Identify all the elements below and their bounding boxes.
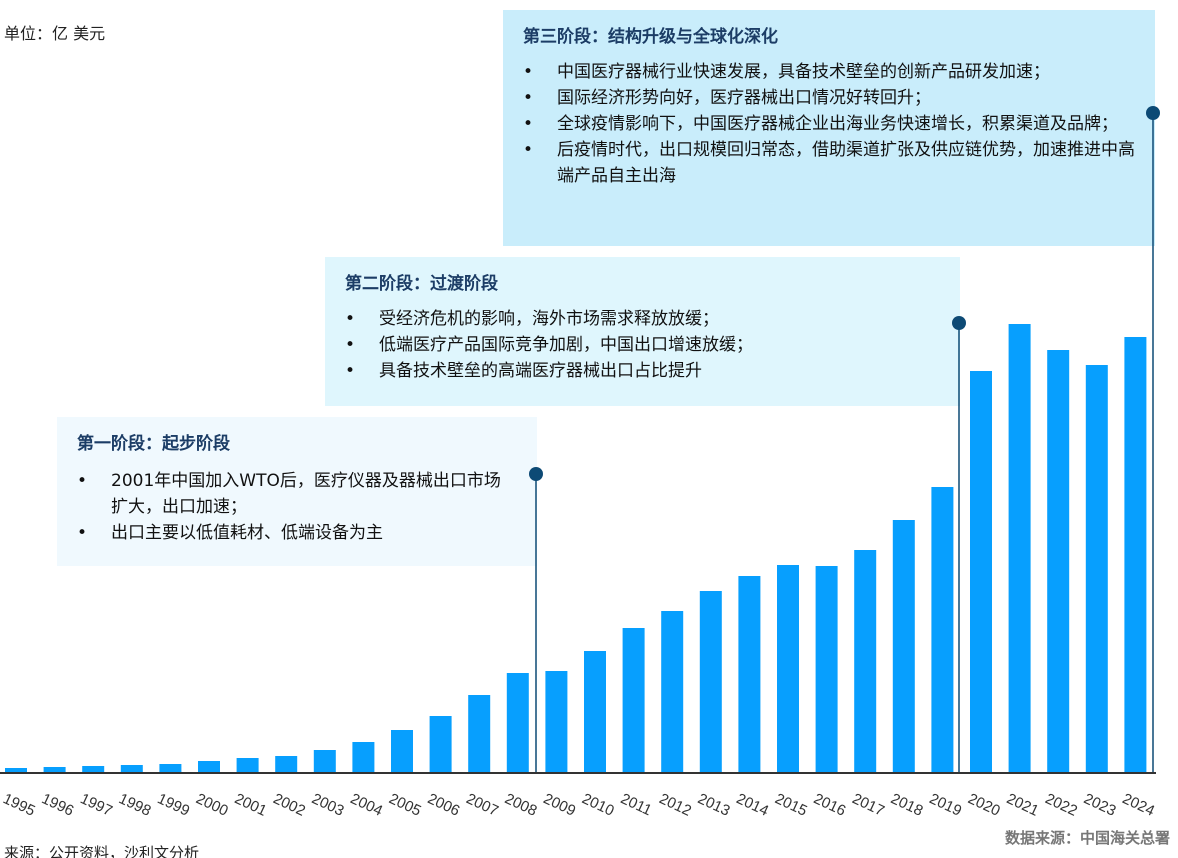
- bar-2015: [777, 565, 799, 772]
- bar-2022: [1047, 350, 1070, 772]
- bar-2009: [545, 671, 568, 772]
- bar-2005: [391, 730, 413, 772]
- stage-1-bullet: 出口主要以低值耗材、低端设备为主: [77, 520, 517, 546]
- bar-2013: [699, 591, 722, 772]
- bar-2021: [1008, 324, 1031, 772]
- bar-2002: [275, 756, 298, 772]
- bar-2014: [738, 576, 761, 772]
- bar-2017: [854, 550, 877, 772]
- source-note: 来源：公开资料，沙利文分析: [4, 844, 200, 858]
- bar-1998: [120, 765, 143, 772]
- stage-1-box: 第一阶段：起步阶段 2001年中国加入WTO后，医疗仪器及器械出口市场扩大，出口…: [57, 417, 537, 566]
- stage-2-box: 第二阶段：过渡阶段 受经济危机的影响，海外市场需求释放放缓； 低端医疗产品国际竞…: [325, 257, 960, 406]
- bar-2020: [970, 371, 992, 772]
- bar-2008: [506, 673, 529, 772]
- stage-2-marker: [952, 316, 966, 330]
- stage-3-bullet: 全球疫情影响下，中国医疗器械企业出海业务快速增长，积累渠道及品牌；: [523, 111, 1135, 137]
- bar-1999: [159, 764, 182, 772]
- stage-2-bullet: 受经济危机的影响，海外市场需求释放放缓；: [345, 306, 940, 332]
- stage-2-bullet: 低端医疗产品国际竞争加剧，中国出口增速放缓；: [345, 332, 940, 358]
- bar-2019: [931, 487, 954, 772]
- stage-2-bullet: 具备技术壁垒的高端医疗器械出口占比提升: [345, 358, 940, 384]
- bar-1995: [5, 768, 27, 772]
- bar-2006: [429, 716, 452, 772]
- bar-2001: [236, 758, 259, 772]
- stage-3-bullet: 中国医疗器械行业快速发展，具备技术壁垒的创新产品研发加速；: [523, 59, 1135, 85]
- stage-1-marker: [529, 467, 543, 481]
- bar-2003: [313, 750, 336, 772]
- bar-1996: [43, 767, 66, 772]
- bar-2007: [468, 695, 491, 772]
- stage-1-bullet: 2001年中国加入WTO后，医疗仪器及器械出口市场扩大，出口加速；: [77, 468, 517, 520]
- bar-2000: [198, 761, 220, 772]
- bar-2010: [584, 651, 606, 772]
- stage-3-marker: [1146, 106, 1160, 120]
- unit-label: 单位：亿 美元: [4, 24, 106, 43]
- bar-1997: [82, 766, 105, 772]
- stage-2-title: 第二阶段：过渡阶段: [345, 274, 498, 294]
- data-source-note: 数据来源：中国海关总署: [1004, 829, 1170, 847]
- stage-3-bullet: 后疫情时代，出口规模回归常态，借助渠道扩张及供应链优势，加速推进中高端产品自主出…: [523, 137, 1135, 189]
- bar-2018: [892, 520, 915, 772]
- stage-1-title: 第一阶段：起步阶段: [77, 434, 230, 454]
- bar-2024: [1124, 337, 1147, 772]
- bar-2023: [1085, 365, 1108, 772]
- bar-2004: [352, 742, 375, 772]
- stage-3-box: 第三阶段：结构升级与全球化深化 中国医疗器械行业快速发展，具备技术壁垒的创新产品…: [503, 10, 1155, 246]
- bar-2016: [815, 566, 838, 772]
- bar-2011: [622, 628, 645, 772]
- stage-3-title: 第三阶段：结构升级与全球化深化: [523, 27, 778, 47]
- stage-3-bullet: 国际经济形势向好，医疗器械出口情况好转回升；: [523, 85, 1135, 111]
- bar-2012: [661, 611, 684, 772]
